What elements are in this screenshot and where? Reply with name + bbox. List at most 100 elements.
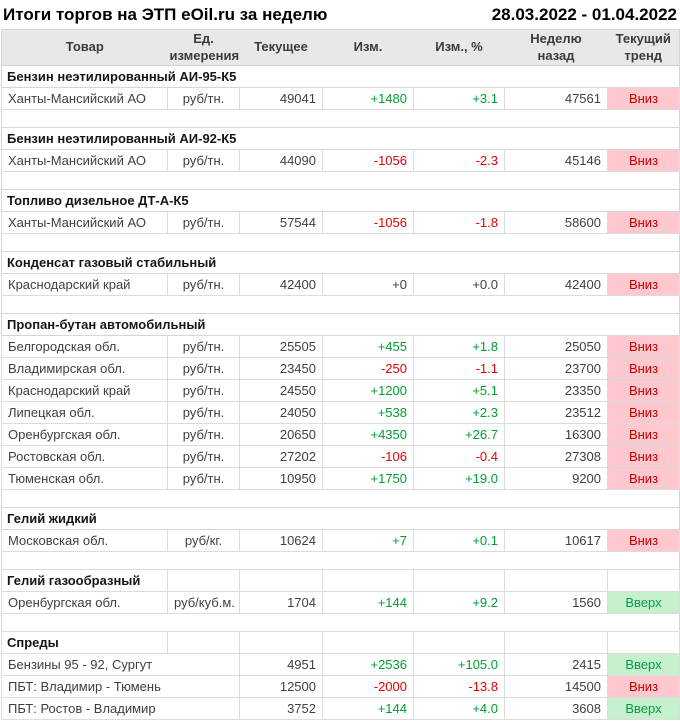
unit-cell: руб/тн. xyxy=(167,211,240,234)
trend-badge: Вниз xyxy=(607,675,680,698)
section-title: Гелий газообразный xyxy=(1,569,168,592)
current-price-cell: 20650 xyxy=(239,423,323,446)
product-cell: Ростовская обл. xyxy=(1,445,168,468)
change-pct-cell: -1.8 xyxy=(413,211,505,234)
unit-cell: руб/куб.м. xyxy=(167,591,240,614)
column-header-1: Ед. измерения xyxy=(167,29,240,66)
spacer-cell xyxy=(1,295,680,314)
section-spacer xyxy=(1,551,680,570)
week-ago-cell: 1560 xyxy=(504,591,608,614)
table-row: Ханты-Мансийский АО руб/тн. 57544 -1056 -1.8… xyxy=(1,211,680,234)
section-spacer xyxy=(1,233,680,252)
results-table: Товар Ед. измерения Текущее Изм. Изм., % Неде… xyxy=(1,29,680,720)
trend-badge: Вниз xyxy=(607,211,680,234)
week-ago-cell: 42400 xyxy=(504,273,608,296)
table-row: Московская обл. руб/кг. 10624 +7 +0.1 10617 Вн… xyxy=(1,529,680,552)
current-price-cell: 3752 xyxy=(239,697,323,720)
product-cell: Ханты-Мансийский АО xyxy=(1,149,168,172)
section-title: Пропан-бутан автомобильный xyxy=(1,313,680,336)
report-period: 28.03.2022 - 01.04.2022 xyxy=(491,5,677,24)
change-pct-cell: +9.2 xyxy=(413,591,505,614)
change-pct-cell: +1.8 xyxy=(413,335,505,358)
table-row: Ханты-Мансийский АО руб/тн. 49041 +1480 +3.1… xyxy=(1,87,680,110)
unit-cell: руб/тн. xyxy=(167,423,240,446)
change-pct-cell: +19.0 xyxy=(413,467,505,490)
unit-cell: руб/тн. xyxy=(167,401,240,424)
section-header-empty-cell xyxy=(239,631,323,654)
current-price-cell: 10950 xyxy=(239,467,323,490)
current-price-cell: 57544 xyxy=(239,211,323,234)
week-ago-cell: 14500 xyxy=(504,675,608,698)
section-title: Топливо дизельное ДТ-А-К5 xyxy=(1,189,680,212)
current-price-cell: 25505 xyxy=(239,335,323,358)
current-price-cell: 44090 xyxy=(239,149,323,172)
current-price-cell: 4951 xyxy=(239,653,323,676)
trend-badge: Вниз xyxy=(607,335,680,358)
table-row: Краснодарский край руб/тн. 42400 +0 +0.0 4240… xyxy=(1,273,680,296)
section-header-empty-cell xyxy=(413,631,505,654)
section-header-empty-cell xyxy=(504,631,608,654)
unit-cell: руб/кг. xyxy=(167,529,240,552)
trend-badge: Вниз xyxy=(607,357,680,380)
unit-cell: руб/тн. xyxy=(167,87,240,110)
week-ago-cell: 45146 xyxy=(504,149,608,172)
trend-badge: Вниз xyxy=(607,445,680,468)
spacer-cell xyxy=(1,233,680,252)
trend-badge: Вниз xyxy=(607,529,680,552)
change-pct-cell: +5.1 xyxy=(413,379,505,402)
product-cell: Липецкая обл. xyxy=(1,401,168,424)
change-cell: +4350 xyxy=(322,423,414,446)
column-header-3: Изм. xyxy=(322,29,414,66)
week-ago-cell: 16300 xyxy=(504,423,608,446)
current-price-cell: 23450 xyxy=(239,357,323,380)
change-pct-cell: +26.7 xyxy=(413,423,505,446)
change-pct-cell: -13.8 xyxy=(413,675,505,698)
section-header-empty-cell xyxy=(239,569,323,592)
product-cell: Белгородская обл. xyxy=(1,335,168,358)
unit-cell: руб/тн. xyxy=(167,149,240,172)
column-header-0: Товар xyxy=(1,29,168,66)
column-header-4: Изм., % xyxy=(413,29,505,66)
change-pct-cell: -1.1 xyxy=(413,357,505,380)
column-header-2: Текущее xyxy=(239,29,323,66)
trend-badge: Вниз xyxy=(607,149,680,172)
change-pct-cell: +105.0 xyxy=(413,653,505,676)
section-header-row: Конденсат газовый стабильный xyxy=(1,251,680,274)
change-cell: +144 xyxy=(322,591,414,614)
section-header-row: Пропан-бутан автомобильный xyxy=(1,313,680,336)
trend-badge: Вниз xyxy=(607,87,680,110)
table-row: Краснодарский край руб/тн. 24550 +1200 +5.1 2… xyxy=(1,379,680,402)
table-row: Ханты-Мансийский АО руб/тн. 44090 -1056 -2.3… xyxy=(1,149,680,172)
product-cell: Ханты-Мансийский АО xyxy=(1,87,168,110)
section-header-row: Топливо дизельное ДТ-А-К5 xyxy=(1,189,680,212)
trend-badge: Вверх xyxy=(607,591,680,614)
current-price-cell: 49041 xyxy=(239,87,323,110)
change-pct-cell: +2.3 xyxy=(413,401,505,424)
change-cell: +455 xyxy=(322,335,414,358)
column-header-5: Неделю назад xyxy=(504,29,608,66)
spacer-cell xyxy=(1,171,680,190)
section-header-empty-cell xyxy=(167,569,240,592)
section-spacer xyxy=(1,171,680,190)
product-cell: Оренбургская обл. xyxy=(1,423,168,446)
week-ago-cell: 23700 xyxy=(504,357,608,380)
change-cell: +1480 xyxy=(322,87,414,110)
unit-cell: руб/тн. xyxy=(167,445,240,468)
product-cell: Ханты-Мансийский АО xyxy=(1,211,168,234)
section-header-row: Бензин неэтилированный АИ-95-К5 xyxy=(1,65,680,88)
section-header-row: Гелий газообразный xyxy=(1,569,680,592)
change-cell: +7 xyxy=(322,529,414,552)
week-ago-cell: 23350 xyxy=(504,379,608,402)
product-cell: Краснодарский край xyxy=(1,273,168,296)
section-spacer xyxy=(1,489,680,508)
page-title: Итоги торгов на ЭТП eOil.ru за неделю xyxy=(3,5,328,24)
column-header-row: Товар Ед. измерения Текущее Изм. Изм., % Неде… xyxy=(1,29,680,66)
section-title: Бензин неэтилированный АИ-95-К5 xyxy=(1,65,680,88)
week-ago-cell: 25050 xyxy=(504,335,608,358)
trend-badge: Вниз xyxy=(607,273,680,296)
change-cell: +2536 xyxy=(322,653,414,676)
product-cell: Владимирская обл. xyxy=(1,357,168,380)
current-price-cell: 10624 xyxy=(239,529,323,552)
column-header: Товар Ед. измерения Текущее Изм. Изм., % Неде… xyxy=(1,29,680,66)
week-ago-cell: 3608 xyxy=(504,697,608,720)
